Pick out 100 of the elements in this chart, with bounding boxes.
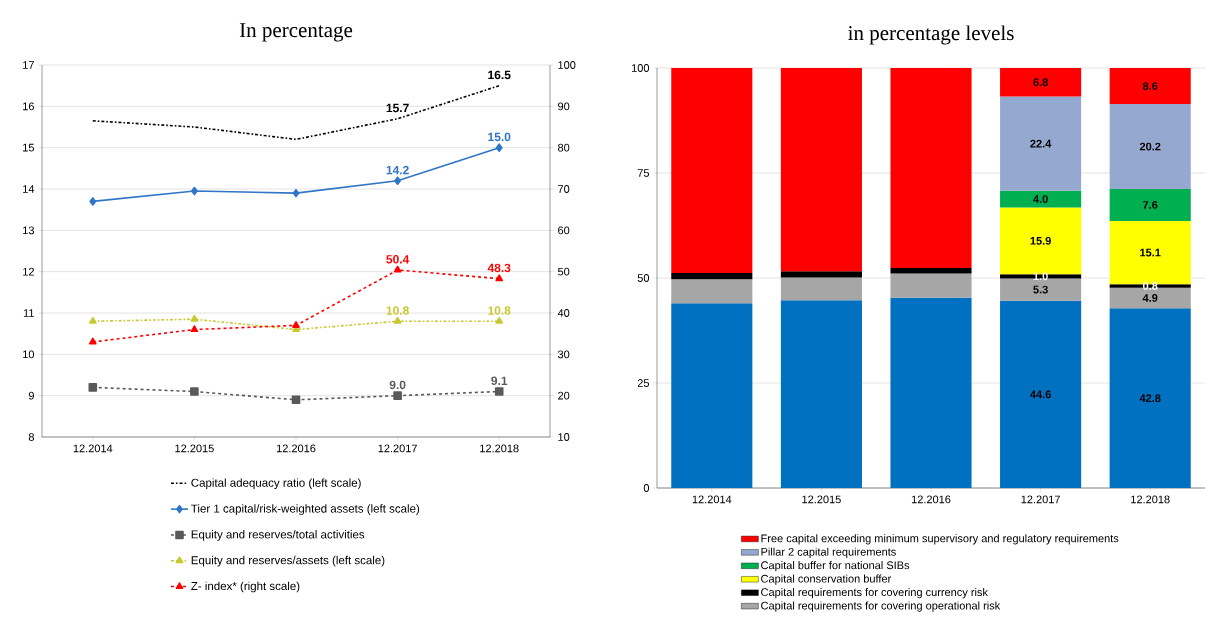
bar bbox=[1109, 104, 1191, 189]
point bbox=[292, 321, 300, 328]
bar bbox=[890, 297, 972, 488]
bar bbox=[890, 68, 972, 268]
data-label: 48.3 bbox=[487, 263, 511, 273]
y-tick-label: 14 bbox=[23, 185, 35, 193]
x-tick-label: 12.2016 bbox=[911, 495, 951, 504]
bar bbox=[780, 300, 862, 488]
point bbox=[394, 176, 402, 186]
data-label: 22.4 bbox=[1030, 139, 1052, 148]
data-label: 50.4 bbox=[386, 255, 410, 264]
y2-tick-label: 40 bbox=[557, 309, 570, 317]
bar bbox=[890, 273, 972, 298]
data-label: 5.3 bbox=[1033, 285, 1048, 294]
point bbox=[495, 143, 503, 152]
data-label: 15.7 bbox=[386, 103, 409, 113]
bar bbox=[1000, 68, 1082, 97]
data-label: 7.6 bbox=[1143, 201, 1158, 209]
legend-label: Z- index* (right scale) bbox=[191, 581, 300, 593]
data-label: 15.1 bbox=[1140, 248, 1161, 257]
point bbox=[393, 391, 402, 400]
x-tick-label: 12.2015 bbox=[175, 444, 214, 453]
bar bbox=[1109, 308, 1191, 488]
x-tick-label: 12.2014 bbox=[692, 495, 732, 504]
y-tick-label: 13 bbox=[23, 226, 34, 235]
y2-tick-label: 70 bbox=[558, 185, 570, 193]
bar bbox=[780, 277, 862, 301]
data-label: 15.9 bbox=[1030, 236, 1051, 245]
legend-label: Capital adequacy ratio (left scale) bbox=[191, 478, 361, 490]
data-label: 44.6 bbox=[1030, 390, 1051, 399]
data-label: 1.0 bbox=[1033, 272, 1048, 281]
point bbox=[291, 395, 301, 405]
data-label: 4.0 bbox=[1033, 195, 1048, 203]
point bbox=[495, 274, 504, 282]
bar bbox=[1109, 68, 1191, 105]
data-label: 16.5 bbox=[488, 70, 511, 80]
point bbox=[89, 197, 97, 206]
bar bbox=[1109, 188, 1191, 221]
bar bbox=[1000, 274, 1082, 279]
legend-label: Pillar 2 capital requirements bbox=[761, 547, 896, 558]
bar bbox=[1000, 300, 1082, 488]
y-tick-label: 50 bbox=[637, 274, 650, 282]
y2-tick-label: 90 bbox=[558, 102, 570, 111]
chart-title: In percentage bbox=[239, 23, 353, 42]
data-label: 8.6 bbox=[1142, 82, 1158, 90]
x-tick-label: 12.2018 bbox=[480, 444, 519, 453]
y2-tick-label: 80 bbox=[558, 143, 570, 152]
point bbox=[88, 316, 97, 324]
data-label: 10.8 bbox=[488, 306, 511, 315]
y2-tick-label: 50 bbox=[557, 267, 570, 276]
bar bbox=[1000, 96, 1082, 191]
point bbox=[495, 316, 504, 324]
bar bbox=[671, 279, 753, 304]
point bbox=[494, 387, 504, 396]
point bbox=[292, 188, 300, 198]
x-tick-label: 12.2014 bbox=[73, 444, 113, 453]
y-tick-label: 16 bbox=[23, 102, 34, 111]
bar bbox=[890, 267, 972, 274]
data-label: 9.0 bbox=[389, 380, 406, 390]
x-tick-label: 12.2017 bbox=[1021, 495, 1060, 504]
bar bbox=[671, 68, 753, 273]
data-label: 10.8 bbox=[386, 306, 409, 315]
bar bbox=[780, 271, 862, 278]
x-tick-label: 12.2015 bbox=[802, 495, 841, 504]
point bbox=[190, 186, 198, 196]
y-tick-label: 25 bbox=[637, 379, 650, 387]
chart-title: in percentage levels bbox=[848, 25, 1014, 45]
legend-label: Equity and reserves/assets (left scale) bbox=[191, 555, 385, 567]
legend-label: Capital requirements for covering currency risk bbox=[761, 587, 988, 599]
point bbox=[88, 383, 98, 392]
bar bbox=[780, 68, 862, 272]
point bbox=[393, 316, 402, 324]
y2-tick-label: 100 bbox=[558, 61, 576, 69]
x-tick-label: 12.2018 bbox=[1131, 495, 1170, 504]
point bbox=[393, 265, 402, 273]
x-tick-label: 12.2016 bbox=[276, 444, 316, 453]
data-label: 6.8 bbox=[1033, 78, 1048, 87]
data-label: 9.1 bbox=[491, 376, 508, 386]
y-tick-label: 8 bbox=[28, 433, 34, 441]
point bbox=[190, 314, 199, 322]
y-tick-label: 15 bbox=[23, 143, 35, 152]
y-tick-label: 12 bbox=[23, 267, 34, 276]
y2-tick-label: 60 bbox=[558, 226, 570, 235]
y2-tick-label: 30 bbox=[557, 350, 570, 359]
y-tick-label: 75 bbox=[637, 169, 650, 177]
y-tick-label: 10 bbox=[23, 350, 35, 359]
y-tick-label: 100 bbox=[631, 64, 650, 72]
data-label: 20.2 bbox=[1139, 142, 1161, 151]
bar bbox=[671, 272, 753, 280]
y2-tick-label: 20 bbox=[558, 391, 570, 400]
point bbox=[190, 387, 199, 396]
bar bbox=[1000, 190, 1082, 208]
legend-label: Equity and reserves/total activities bbox=[191, 530, 365, 541]
legend-label: Capital requirements for covering operational risk bbox=[761, 601, 1001, 612]
y-tick-label: 9 bbox=[28, 391, 34, 400]
y-tick-label: 0 bbox=[643, 484, 650, 492]
data-label: 42.8 bbox=[1139, 394, 1161, 403]
point bbox=[190, 325, 199, 333]
data-label: 15.0 bbox=[488, 132, 511, 142]
legend-label: Free capital exceeding minimum supervisory and regulatory requirements bbox=[761, 534, 1119, 545]
